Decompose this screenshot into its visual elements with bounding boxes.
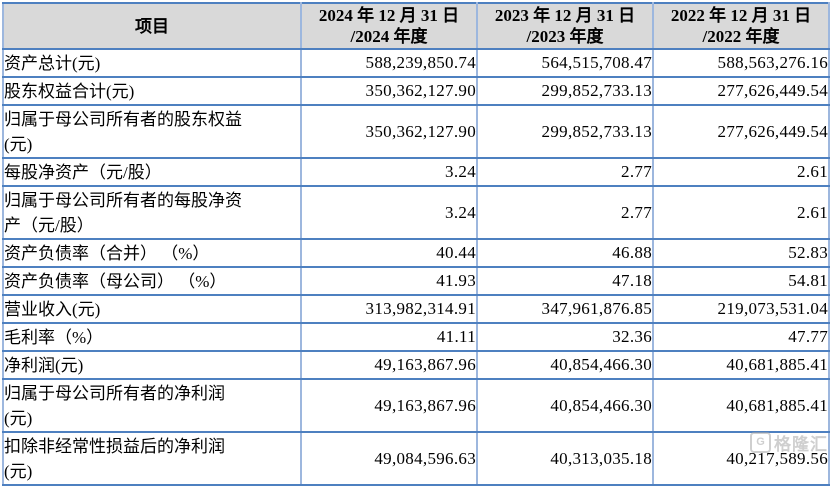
row-value-2022: 52.83 <box>652 238 830 268</box>
table-row: 归属于母公司所有者的每股净资 产（元/股） 3.24 2.77 2.61 <box>2 185 830 240</box>
row-value-2023: 40,313,035.18 <box>476 431 654 486</box>
row-value-2024: 41.93 <box>300 266 478 296</box>
row-value-2022: 47.77 <box>652 322 830 352</box>
row-value-2022: 277,626,449.54 <box>652 76 830 106</box>
table-row: 资产负债率（母公司） （%） 41.93 47.18 54.81 <box>2 266 830 296</box>
table-row: 营业收入(元) 313,982,314.91 347,961,876.85 21… <box>2 294 830 324</box>
row-label: 净利润(元) <box>2 350 302 380</box>
row-label: 资产负债率（母公司） （%） <box>2 266 302 296</box>
row-value-2022: 40,681,885.41 <box>652 350 830 380</box>
row-value-2024: 40.44 <box>300 238 478 268</box>
row-value-2024: 49,163,867.96 <box>300 378 478 433</box>
table-row: 毛利率（%） 41.11 32.36 47.77 <box>2 322 830 352</box>
row-label: 归属于母公司所有者的股东权益 (元) <box>2 104 302 159</box>
row-value-2024: 49,084,596.63 <box>300 431 478 486</box>
row-value-2024: 313,982,314.91 <box>300 294 478 324</box>
row-value-2022: 219,073,531.04 <box>652 294 830 324</box>
table-header-row: 项目 2024 年 12 月 31 日 /2024 年度 2023 年 12 月… <box>2 2 830 50</box>
table-row: 归属于母公司所有者的股东权益 (元) 350,362,127.90 299,85… <box>2 104 830 159</box>
row-value-2022: 2.61 <box>652 157 830 187</box>
row-label: 归属于母公司所有者的每股净资 产（元/股） <box>2 185 302 240</box>
row-label: 股东权益合计(元) <box>2 76 302 106</box>
row-value-2024: 3.24 <box>300 157 478 187</box>
row-value-2023: 299,852,733.13 <box>476 76 654 106</box>
header-2023: 2023 年 12 月 31 日 /2023 年度 <box>476 2 654 50</box>
row-value-2023: 2.77 <box>476 157 654 187</box>
row-label: 扣除非经常性损益后的净利润 (元) <box>2 431 302 486</box>
row-value-2024: 588,239,850.74 <box>300 48 478 78</box>
row-value-2023: 40,854,466.30 <box>476 378 654 433</box>
row-value-2024: 3.24 <box>300 185 478 240</box>
row-value-2023: 2.77 <box>476 185 654 240</box>
row-value-2023: 347,961,876.85 <box>476 294 654 324</box>
row-value-2022: 588,563,276.16 <box>652 48 830 78</box>
row-value-2022: 2.61 <box>652 185 830 240</box>
table-row: 净利润(元) 49,163,867.96 40,854,466.30 40,68… <box>2 350 830 380</box>
row-value-2023: 40,854,466.30 <box>476 350 654 380</box>
row-label: 资产负债率（合并） （%） <box>2 238 302 268</box>
row-value-2024: 350,362,127.90 <box>300 104 478 159</box>
row-value-2023: 299,852,733.13 <box>476 104 654 159</box>
table-row: 扣除非经常性损益后的净利润 (元) 49,084,596.63 40,313,0… <box>2 431 830 486</box>
row-value-2022: 40,217,589.56 <box>652 431 830 486</box>
header-2022: 2022 年 12 月 31 日 /2022 年度 <box>652 2 830 50</box>
row-value-2023: 47.18 <box>476 266 654 296</box>
header-2024: 2024 年 12 月 31 日 /2024 年度 <box>300 2 478 50</box>
row-value-2022: 277,626,449.54 <box>652 104 830 159</box>
row-label: 每股净资产（元/股） <box>2 157 302 187</box>
row-value-2022: 40,681,885.41 <box>652 378 830 433</box>
header-item: 项目 <box>2 2 302 50</box>
table-row: 归属于母公司所有者的净利润 (元) 49,163,867.96 40,854,4… <box>2 378 830 433</box>
row-label: 资产总计(元) <box>2 48 302 78</box>
row-value-2024: 41.11 <box>300 322 478 352</box>
row-value-2022: 54.81 <box>652 266 830 296</box>
table-row: 每股净资产（元/股） 3.24 2.77 2.61 <box>2 157 830 187</box>
row-label: 营业收入(元) <box>2 294 302 324</box>
table-row: 股东权益合计(元) 350,362,127.90 299,852,733.13 … <box>2 76 830 106</box>
row-value-2023: 32.36 <box>476 322 654 352</box>
table-row: 资产总计(元) 588,239,850.74 564,515,708.47 58… <box>2 48 830 78</box>
row-label: 毛利率（%） <box>2 322 302 352</box>
row-value-2023: 564,515,708.47 <box>476 48 654 78</box>
row-value-2023: 46.88 <box>476 238 654 268</box>
row-value-2024: 350,362,127.90 <box>300 76 478 106</box>
row-label: 归属于母公司所有者的净利润 (元) <box>2 378 302 433</box>
table-row: 资产负债率（合并） （%） 40.44 46.88 52.83 <box>2 238 830 268</box>
row-value-2024: 49,163,867.96 <box>300 350 478 380</box>
